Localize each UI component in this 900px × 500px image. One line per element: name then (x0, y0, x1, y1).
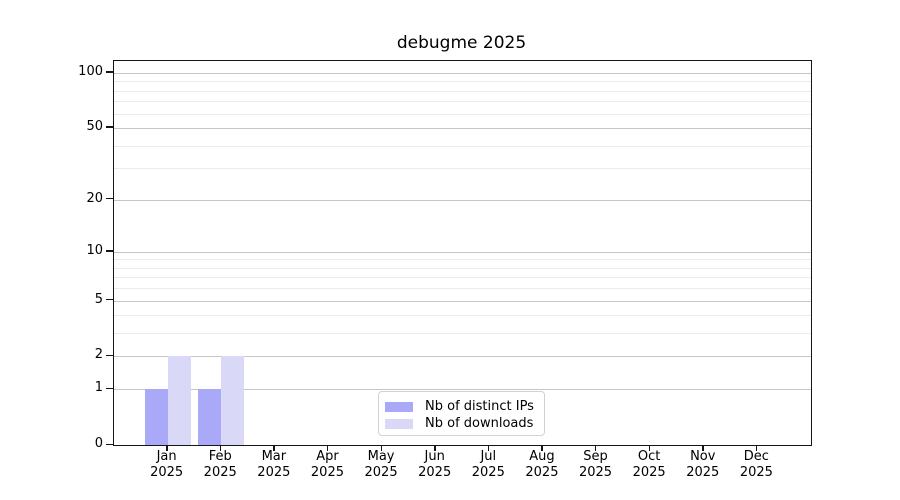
gridline-minor (114, 81, 811, 83)
y-tick-mark (106, 354, 113, 357)
y-tick-mark (106, 198, 113, 200)
x-tick-label: Nov 2025 (686, 449, 720, 480)
y-tick-label: 5 (94, 291, 103, 307)
gridline-minor (114, 315, 811, 317)
y-tick-mark (106, 443, 113, 445)
x-tick-mark (755, 445, 758, 451)
y-tick-label: 2 (94, 347, 103, 363)
x-tick-label: Oct 2025 (632, 449, 666, 480)
gridline-minor (114, 101, 811, 103)
plot-area (113, 60, 812, 446)
y-tick-label: 50 (86, 118, 103, 134)
y-tick-label: 20 (86, 190, 103, 206)
y-tick-label: 100 (78, 63, 103, 79)
y-tick-label: 10 (86, 242, 103, 258)
legend-label-downloads: Nb of downloads (425, 415, 534, 431)
legend-swatch-downloads (385, 418, 413, 429)
x-tick-label: Aug 2025 (525, 449, 559, 480)
bar-downloads (167, 356, 191, 445)
x-tick-mark (595, 445, 597, 451)
gridline-minor (114, 333, 811, 335)
gridline-minor (114, 288, 811, 290)
gridline-major (114, 72, 811, 74)
legend-label-distinct-ips: Nb of distinct IPs (425, 398, 534, 414)
y-tick-mark (106, 250, 113, 252)
x-tick-label: Sep 2025 (578, 449, 613, 480)
y-tick-mark (106, 299, 113, 301)
x-tick-mark (380, 445, 382, 451)
gridline-major (114, 199, 811, 201)
x-tick-label: Apr 2025 (310, 449, 344, 480)
gridline-major (114, 251, 811, 253)
legend-swatch-distinct-ips (385, 401, 413, 412)
gridline-minor (114, 259, 811, 261)
x-tick-mark (219, 445, 222, 451)
x-tick-label: Jun 2025 (418, 449, 452, 480)
legend-entry-downloads: Nb of downloads (385, 415, 544, 432)
legend-entry-distinct-ips: Nb of distinct IPs (385, 398, 544, 415)
x-tick-mark (273, 445, 275, 451)
bar-distinct-ips (198, 389, 222, 445)
y-tick-label: 1 (94, 380, 103, 396)
x-tick-label: Jul 2025 (471, 449, 505, 480)
gridline-minor (114, 267, 811, 269)
gridline-major (114, 356, 811, 358)
gridline-minor (114, 277, 811, 279)
chart-title: debugme 2025 (396, 33, 527, 53)
gridline-major (114, 127, 811, 129)
x-tick-label: Feb 2025 (203, 449, 237, 480)
y-tick-mark (106, 387, 113, 389)
x-tick-label: May 2025 (364, 449, 398, 480)
x-tick-label: Mar 2025 (257, 449, 291, 480)
y-tick-mark (106, 71, 113, 73)
gridline-minor (114, 168, 811, 170)
gridline-major (114, 389, 811, 391)
gridline-minor (114, 145, 811, 147)
bar-downloads (221, 356, 245, 445)
x-tick-label: Dec 2025 (739, 449, 773, 480)
legend: Nb of distinct IPs Nb of downloads (378, 391, 545, 436)
x-tick-mark (434, 445, 436, 451)
x-tick-mark (166, 445, 168, 451)
x-tick-label: Jan 2025 (150, 449, 184, 480)
x-tick-mark (702, 445, 704, 451)
bar-distinct-ips (144, 389, 168, 445)
gridline-minor (114, 90, 811, 92)
y-tick-label: 0 (94, 436, 103, 451)
y-tick-mark (106, 126, 113, 128)
x-tick-mark (648, 445, 651, 451)
x-tick-mark (541, 445, 543, 451)
gridline-minor (114, 113, 811, 115)
x-tick-mark (326, 445, 329, 451)
gridline-major (114, 300, 811, 302)
x-tick-mark (487, 445, 490, 451)
